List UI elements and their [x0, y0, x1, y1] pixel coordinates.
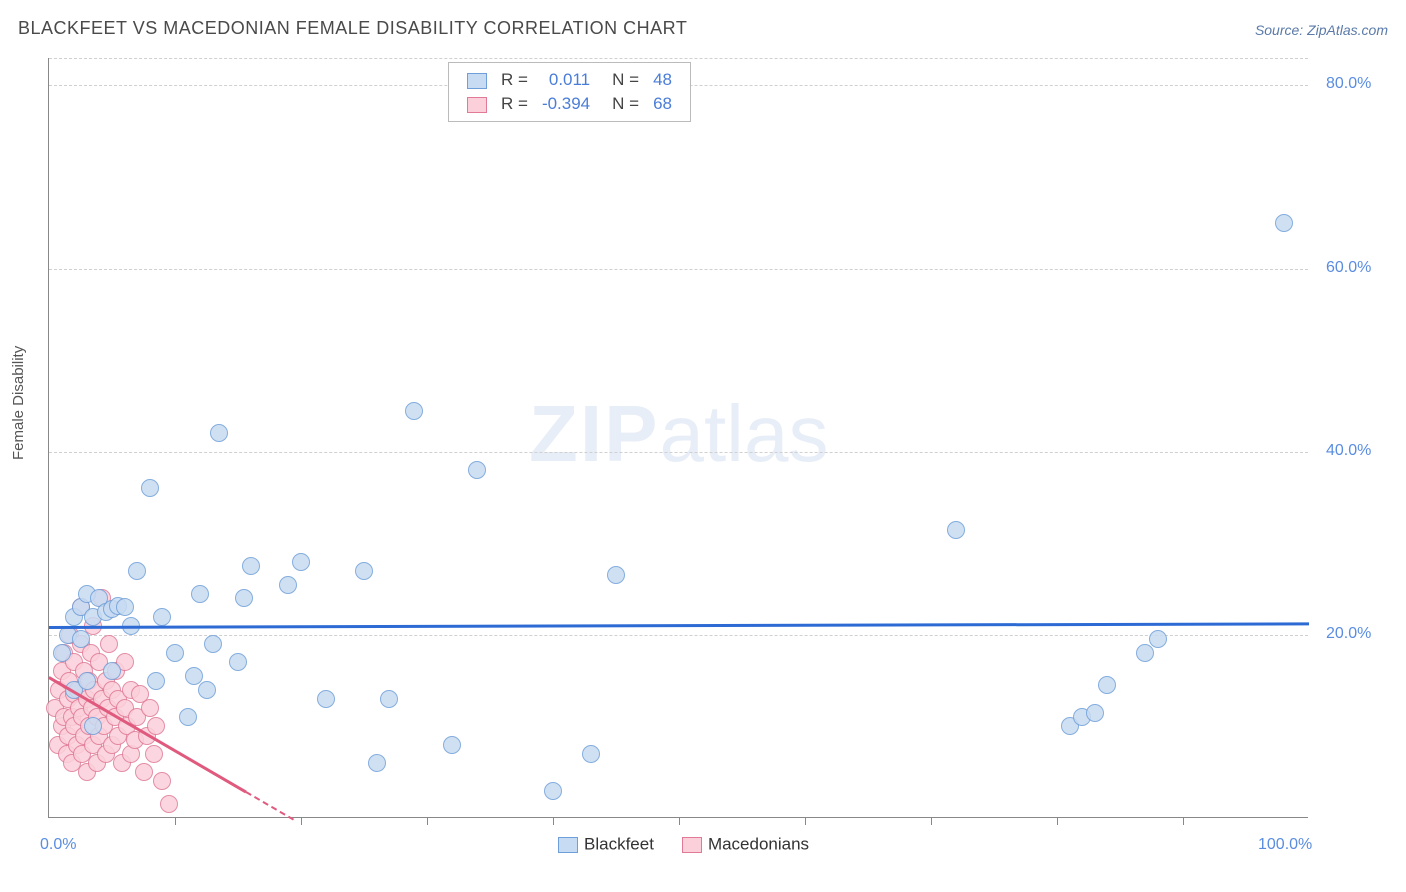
- scatter-point: [582, 745, 600, 763]
- scatter-point: [128, 562, 146, 580]
- scatter-point: [368, 754, 386, 772]
- y-tick-label: 20.0%: [1326, 625, 1371, 643]
- x-tick: [427, 817, 428, 825]
- scatter-point: [145, 745, 163, 763]
- scatter-point: [1275, 214, 1293, 232]
- x-tick: [1057, 817, 1058, 825]
- scatter-point: [443, 736, 461, 754]
- scatter-point: [947, 521, 965, 539]
- gridline: [49, 58, 1308, 59]
- scatter-point: [204, 635, 222, 653]
- scatter-point: [1098, 676, 1116, 694]
- scatter-point: [1086, 704, 1104, 722]
- scatter-point: [242, 557, 260, 575]
- gridline: [49, 635, 1308, 636]
- scatter-point: [405, 402, 423, 420]
- scatter-point: [279, 576, 297, 594]
- source-label: Source: ZipAtlas.com: [1255, 22, 1388, 38]
- scatter-point: [153, 608, 171, 626]
- scatter-point: [160, 795, 178, 813]
- scatter-point: [141, 479, 159, 497]
- scatter-point: [355, 562, 373, 580]
- scatter-point: [544, 782, 562, 800]
- scatter-point: [147, 717, 165, 735]
- x-tick: [931, 817, 932, 825]
- scatter-point: [235, 589, 253, 607]
- trend-line: [245, 791, 293, 820]
- scatter-point: [100, 635, 118, 653]
- watermark: ZIPatlas: [529, 388, 828, 480]
- x-tick-label: 100.0%: [1258, 836, 1312, 854]
- chart-title: BLACKFEET VS MACEDONIAN FEMALE DISABILIT…: [18, 18, 687, 39]
- scatter-point: [72, 630, 90, 648]
- x-tick: [1183, 817, 1184, 825]
- correlation-chart: BLACKFEET VS MACEDONIAN FEMALE DISABILIT…: [0, 0, 1406, 892]
- scatter-point: [1149, 630, 1167, 648]
- scatter-point: [229, 653, 247, 671]
- scatter-point: [317, 690, 335, 708]
- scatter-point: [53, 644, 71, 662]
- x-tick: [301, 817, 302, 825]
- scatter-point: [1136, 644, 1154, 662]
- scatter-point: [78, 672, 96, 690]
- scatter-point: [103, 662, 121, 680]
- gridline: [49, 269, 1308, 270]
- x-tick: [679, 817, 680, 825]
- scatter-point: [179, 708, 197, 726]
- y-tick-label: 80.0%: [1326, 75, 1371, 93]
- scatter-point: [198, 681, 216, 699]
- x-tick-label: 0.0%: [40, 836, 76, 854]
- y-tick-label: 60.0%: [1326, 259, 1371, 277]
- trend-line: [49, 622, 1309, 628]
- scatter-point: [141, 699, 159, 717]
- scatter-point: [292, 553, 310, 571]
- scatter-point: [210, 424, 228, 442]
- series-legend: BlackfeetMacedonians: [558, 834, 837, 855]
- scatter-point: [191, 585, 209, 603]
- x-tick: [805, 817, 806, 825]
- gridline: [49, 452, 1308, 453]
- scatter-point: [84, 717, 102, 735]
- x-tick: [175, 817, 176, 825]
- scatter-point: [607, 566, 625, 584]
- scatter-point: [116, 598, 134, 616]
- y-tick-label: 40.0%: [1326, 442, 1371, 460]
- scatter-point: [166, 644, 184, 662]
- scatter-point: [147, 672, 165, 690]
- plot-area: ZIPatlas: [48, 58, 1308, 818]
- scatter-point: [380, 690, 398, 708]
- y-axis-label: Female Disability: [10, 346, 27, 460]
- stats-legend: R =0.011N =48R =-0.394N =68: [448, 62, 691, 122]
- scatter-point: [153, 772, 171, 790]
- scatter-point: [468, 461, 486, 479]
- x-tick: [553, 817, 554, 825]
- scatter-point: [135, 763, 153, 781]
